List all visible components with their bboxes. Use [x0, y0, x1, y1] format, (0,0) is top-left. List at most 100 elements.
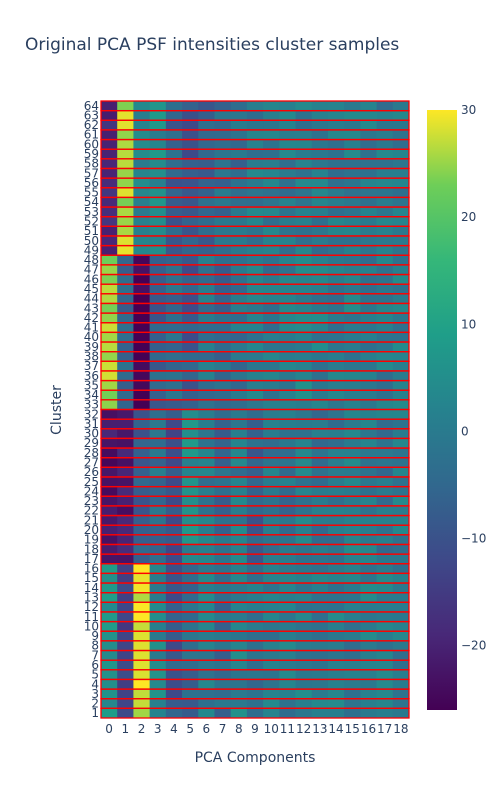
heatmap-cell	[182, 380, 199, 391]
heatmap-cell	[279, 351, 296, 362]
heatmap-cell	[214, 101, 232, 112]
heatmap-cell	[246, 235, 264, 247]
heatmap-cell	[263, 390, 280, 401]
heatmap-cell	[182, 602, 199, 613]
colorbar-tick-label: −10	[461, 532, 486, 546]
heatmap-cell	[165, 611, 183, 622]
heatmap-cell	[182, 515, 199, 526]
heatmap-cell	[149, 351, 167, 362]
y-tick-label: 58	[84, 157, 99, 171]
heatmap-cell	[392, 390, 410, 401]
heatmap-cell	[149, 467, 167, 478]
heatmap-cell	[101, 187, 118, 198]
heatmap-cell	[246, 573, 264, 584]
heatmap-cell	[360, 515, 377, 526]
heatmap-cell	[344, 313, 361, 324]
heatmap-cell	[279, 322, 296, 333]
heatmap-cell	[198, 708, 215, 719]
heatmap-cell	[246, 583, 264, 594]
heatmap-cell	[327, 486, 345, 497]
heatmap-cell	[263, 399, 280, 410]
heatmap-cell	[311, 178, 329, 189]
y-axis-ticks: 1234567891011121314151617181920212223242…	[84, 99, 99, 720]
heatmap-cell	[279, 631, 296, 642]
y-tick-label: 16	[84, 562, 99, 576]
heatmap-cell	[392, 525, 410, 536]
heatmap-cell	[327, 351, 345, 362]
x-axis-title: PCA Components	[195, 750, 316, 766]
heatmap-cell	[214, 534, 232, 545]
heatmap-cell	[295, 245, 313, 256]
heatmap-cell	[214, 611, 232, 622]
heatmap-cell	[230, 399, 248, 410]
y-tick-label: 56	[84, 176, 99, 190]
heatmap-cell	[214, 583, 232, 594]
heatmap-cell	[182, 486, 199, 497]
heatmap-cell	[133, 264, 151, 275]
heatmap-cell	[263, 660, 280, 671]
heatmap-cell	[214, 563, 232, 574]
heatmap-cell	[392, 534, 410, 545]
heatmap-cell	[182, 293, 199, 304]
heatmap-cell	[344, 525, 361, 536]
heatmap-cell	[149, 438, 167, 449]
heatmap-cell	[311, 534, 329, 545]
y-tick-label: 19	[84, 533, 99, 547]
heatmap-cell	[101, 573, 118, 584]
heatmap-cell	[117, 178, 134, 189]
heatmap-cell	[182, 178, 199, 189]
heatmap-cell	[214, 284, 232, 295]
heatmap-cell	[149, 255, 167, 266]
heatmap-cell	[360, 621, 377, 632]
heatmap-cell	[327, 313, 345, 324]
heatmap-cell	[376, 592, 394, 603]
heatmap-cell	[149, 428, 167, 439]
heatmap-cell	[182, 448, 199, 459]
heatmap-cell	[392, 660, 410, 671]
heatmap-cell	[311, 689, 329, 700]
heatmap-cell	[117, 168, 134, 179]
heatmap-cell	[133, 669, 151, 680]
heatmap-cell	[376, 149, 394, 160]
heatmap-cell	[182, 525, 199, 536]
x-tick-label: 10	[264, 722, 279, 736]
heatmap-cell	[311, 438, 329, 449]
heatmap-cell	[311, 129, 329, 140]
heatmap-cell	[263, 438, 280, 449]
heatmap-cell	[392, 467, 410, 478]
heatmap-cell	[214, 650, 232, 661]
heatmap-cell	[165, 187, 183, 198]
heatmap-cell	[360, 428, 377, 439]
heatmap-cell	[165, 640, 183, 651]
heatmap-cell	[360, 399, 377, 410]
heatmap-cell	[101, 322, 118, 333]
x-tick-label: 5	[186, 722, 194, 736]
heatmap-cell	[198, 592, 215, 603]
heatmap-cell	[392, 515, 410, 526]
heatmap-cell	[133, 255, 151, 266]
heatmap-cell	[376, 573, 394, 584]
heatmap-cell	[198, 110, 215, 121]
heatmap-cell	[360, 640, 377, 651]
heatmap-cell	[198, 505, 215, 516]
heatmap-cell	[263, 525, 280, 536]
heatmap-cell	[295, 660, 313, 671]
heatmap-cell	[182, 361, 199, 372]
x-tick-label: 15	[345, 722, 360, 736]
heatmap-cell	[392, 544, 410, 555]
heatmap-cell	[198, 467, 215, 478]
heatmap-cell	[230, 264, 248, 275]
heatmap-cell	[344, 583, 361, 594]
heatmap-cell	[117, 149, 134, 160]
heatmap-cell	[360, 448, 377, 459]
heatmap-cell	[149, 380, 167, 391]
heatmap-cell	[376, 399, 394, 410]
heatmap-cell	[360, 264, 377, 275]
heatmap-cell	[214, 216, 232, 227]
heatmap-cell	[344, 438, 361, 449]
heatmap-cell	[165, 467, 183, 478]
heatmap-cell	[360, 544, 377, 555]
heatmap-cell	[295, 342, 313, 353]
heatmap-cell	[360, 457, 377, 468]
heatmap-cell	[376, 698, 394, 709]
